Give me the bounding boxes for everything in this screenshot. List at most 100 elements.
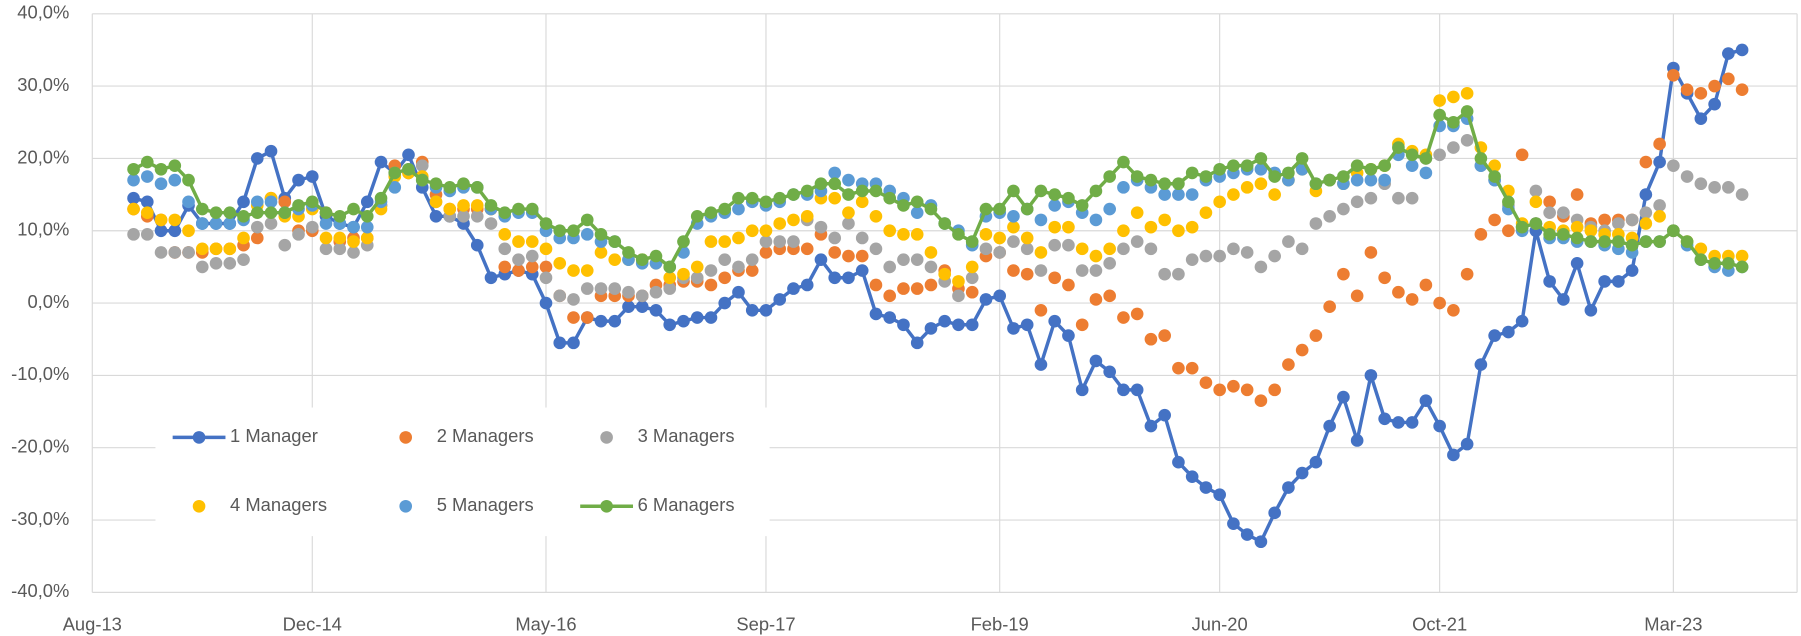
data-point [1364,173,1378,187]
data-point [168,224,182,238]
legend-entry: 4 Managers [192,494,327,515]
data-point [965,318,979,332]
data-point [855,249,869,263]
data-point [1062,238,1075,252]
data-point [1433,108,1446,122]
data-point [292,199,305,212]
legend-marker [192,499,206,513]
data-point [1034,184,1048,198]
series-line [132,109,1743,269]
data-point [195,217,209,230]
data-point [1570,188,1584,201]
data-point [443,181,457,194]
data-point [1282,166,1295,180]
data-point [635,300,649,314]
data-point [182,195,195,209]
data-point [842,217,855,230]
data-point [897,282,910,295]
data-point [1213,488,1226,502]
data-point [1213,383,1226,397]
data-point [1144,173,1158,187]
data-point [237,195,250,209]
legend-label: 6 Managers [638,494,735,515]
data-point [952,289,965,303]
data-point [567,311,580,324]
data-point [1570,220,1584,234]
data-point [1488,159,1501,172]
data-point [292,173,305,187]
data-point [470,209,484,223]
data-point [745,191,759,205]
data-point [1075,264,1089,277]
data-point [1639,235,1653,248]
data-point [1213,195,1226,209]
data-point [580,228,594,241]
data-point [1062,278,1075,292]
data-point [869,184,883,198]
data-point [1185,188,1199,201]
legend-label: 5 Managers [437,494,534,515]
data-point [924,278,938,292]
data-point [1557,206,1570,219]
data-point [154,224,168,238]
data-point [305,220,319,234]
data-point [1364,246,1378,259]
data-point [924,322,938,335]
data-point [773,217,787,230]
data-point [127,162,140,176]
data-point [1048,188,1061,201]
data-point [1708,79,1721,93]
data-point [1158,329,1171,342]
data-point [1639,188,1653,201]
data-point [580,311,594,324]
data-point [415,159,429,172]
data-point [1089,354,1103,368]
data-point [1543,195,1556,209]
data-point [608,314,622,328]
data-point [1694,177,1708,191]
data-point [498,260,512,274]
data-point [910,195,924,209]
data-point [759,303,773,317]
plot-area [127,43,1749,549]
data-point [580,264,594,277]
data-point [1007,264,1020,277]
data-point [1020,242,1034,256]
data-point [1089,213,1103,227]
data-point [1268,249,1281,263]
data-point [388,166,402,180]
data-point [1735,188,1749,201]
data-point [965,271,979,285]
data-point [374,191,388,205]
data-point [1309,177,1323,191]
data-point [1103,170,1116,183]
data-point [732,231,745,245]
data-point [1502,224,1515,238]
data-point [635,253,649,266]
data-point [1502,195,1515,209]
data-point [1708,256,1721,270]
data-point [1117,181,1130,194]
data-point [704,264,718,277]
data-point [663,282,677,295]
data-point [319,231,333,245]
data-point [787,213,800,227]
data-point [223,206,237,219]
data-point [993,231,1007,245]
data-point [1254,535,1268,549]
series [127,105,1749,274]
data-point [1062,329,1075,342]
data-point [237,209,250,223]
data-point [979,293,993,306]
data-point [223,242,237,256]
data-point [1419,278,1433,292]
legend-label: 2 Managers [437,425,534,446]
data-point [787,282,800,295]
data-point [347,235,360,248]
data-point [429,209,443,223]
data-point [1653,235,1666,248]
data-point [1199,206,1213,219]
data-point [924,202,938,216]
data-point [140,228,154,241]
